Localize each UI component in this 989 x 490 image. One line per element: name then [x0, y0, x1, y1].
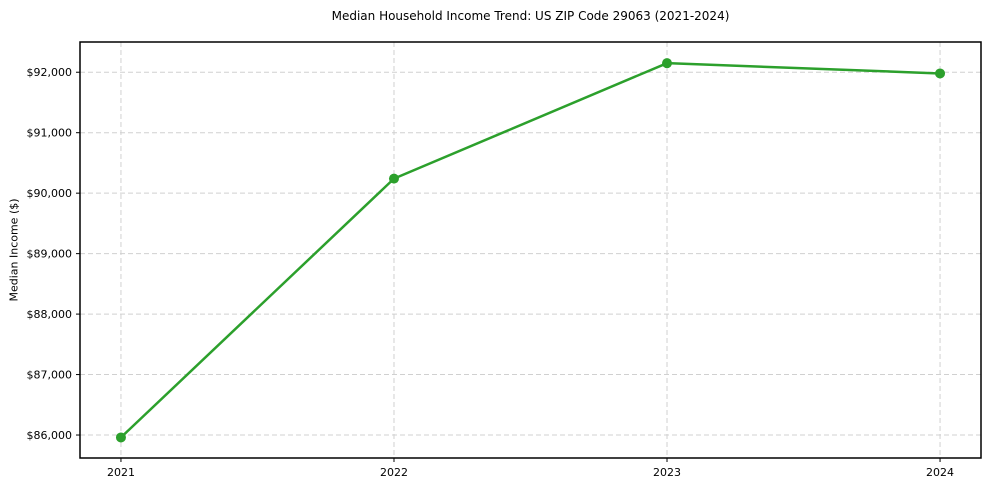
data-point-marker	[115, 432, 126, 443]
y-tick-label: $91,000	[27, 127, 73, 140]
data-point-marker	[388, 173, 399, 184]
axis-spines	[79, 41, 982, 459]
y-tick-label: $88,000	[27, 308, 73, 321]
y-tick-label: $90,000	[27, 187, 73, 200]
y-tick-label: $92,000	[27, 66, 73, 79]
x-tick-label: 2024	[926, 466, 954, 479]
x-tick-label: 2023	[653, 466, 681, 479]
data-point-marker	[935, 68, 946, 79]
data-line	[119, 61, 942, 439]
y-tick-label: $87,000	[27, 369, 73, 382]
y-tick-label: $86,000	[27, 429, 73, 442]
data-point-marker	[662, 58, 673, 69]
x-tick-label: 2022	[380, 466, 408, 479]
x-tick-label: 2021	[107, 466, 135, 479]
y-tick-label: $89,000	[27, 248, 73, 261]
y-axis-label: Median Income ($)	[7, 198, 21, 302]
chart-title: Median Household Income Trend: US ZIP Co…	[331, 9, 730, 23]
